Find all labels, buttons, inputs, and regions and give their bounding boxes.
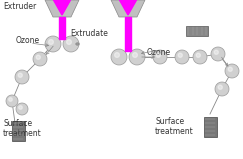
Circle shape [16, 103, 28, 115]
Polygon shape [53, 0, 70, 15]
Circle shape [36, 55, 40, 59]
Circle shape [49, 40, 53, 44]
Circle shape [175, 50, 189, 64]
Circle shape [6, 95, 18, 107]
Polygon shape [125, 17, 131, 51]
Polygon shape [120, 0, 137, 15]
Text: Ozone: Ozone [16, 36, 40, 45]
Text: Surface
treatment: Surface treatment [3, 119, 42, 138]
Bar [204, 117, 217, 137]
Circle shape [156, 53, 160, 57]
Circle shape [33, 52, 47, 66]
Circle shape [63, 36, 79, 52]
Circle shape [111, 49, 127, 65]
Polygon shape [111, 0, 145, 17]
Text: Extrudate: Extrudate [70, 29, 108, 38]
Circle shape [218, 85, 222, 89]
Circle shape [9, 98, 12, 101]
Polygon shape [45, 0, 79, 17]
Text: Surface
treatment: Surface treatment [155, 117, 194, 136]
Circle shape [19, 106, 22, 109]
Circle shape [15, 70, 29, 84]
Circle shape [196, 53, 200, 57]
Text: Extruder: Extruder [3, 2, 36, 11]
Circle shape [211, 47, 225, 61]
Circle shape [178, 53, 182, 57]
Bar [186, 26, 208, 36]
Bar [12, 121, 25, 141]
Circle shape [67, 40, 71, 44]
Circle shape [228, 67, 232, 71]
Circle shape [133, 53, 137, 57]
Circle shape [18, 73, 22, 77]
Circle shape [225, 64, 239, 78]
Circle shape [129, 49, 145, 65]
Circle shape [193, 50, 207, 64]
Circle shape [214, 50, 218, 54]
Circle shape [115, 53, 119, 57]
Circle shape [215, 82, 229, 96]
Text: Ozone: Ozone [147, 48, 171, 57]
Circle shape [45, 36, 61, 52]
Circle shape [153, 50, 167, 64]
Polygon shape [59, 17, 65, 39]
